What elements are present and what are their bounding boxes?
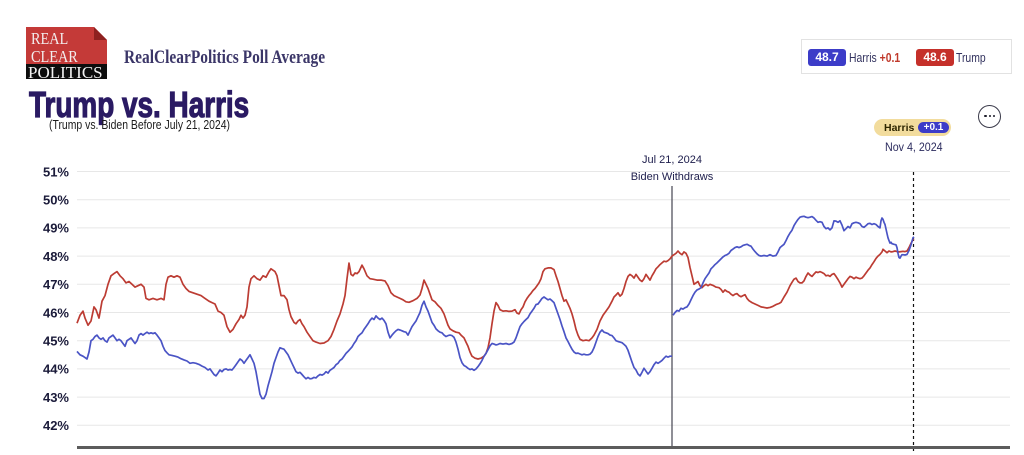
svg-text:43%: 43%: [43, 390, 69, 405]
svg-text:45%: 45%: [43, 334, 69, 349]
svg-text:42%: 42%: [43, 418, 69, 433]
svg-text:51%: 51%: [43, 164, 69, 179]
svg-text:44%: 44%: [43, 362, 69, 377]
svg-text:48%: 48%: [43, 249, 69, 264]
svg-text:50%: 50%: [43, 193, 69, 208]
svg-text:47%: 47%: [43, 277, 69, 292]
svg-text:46%: 46%: [43, 305, 69, 320]
svg-text:49%: 49%: [43, 221, 69, 236]
